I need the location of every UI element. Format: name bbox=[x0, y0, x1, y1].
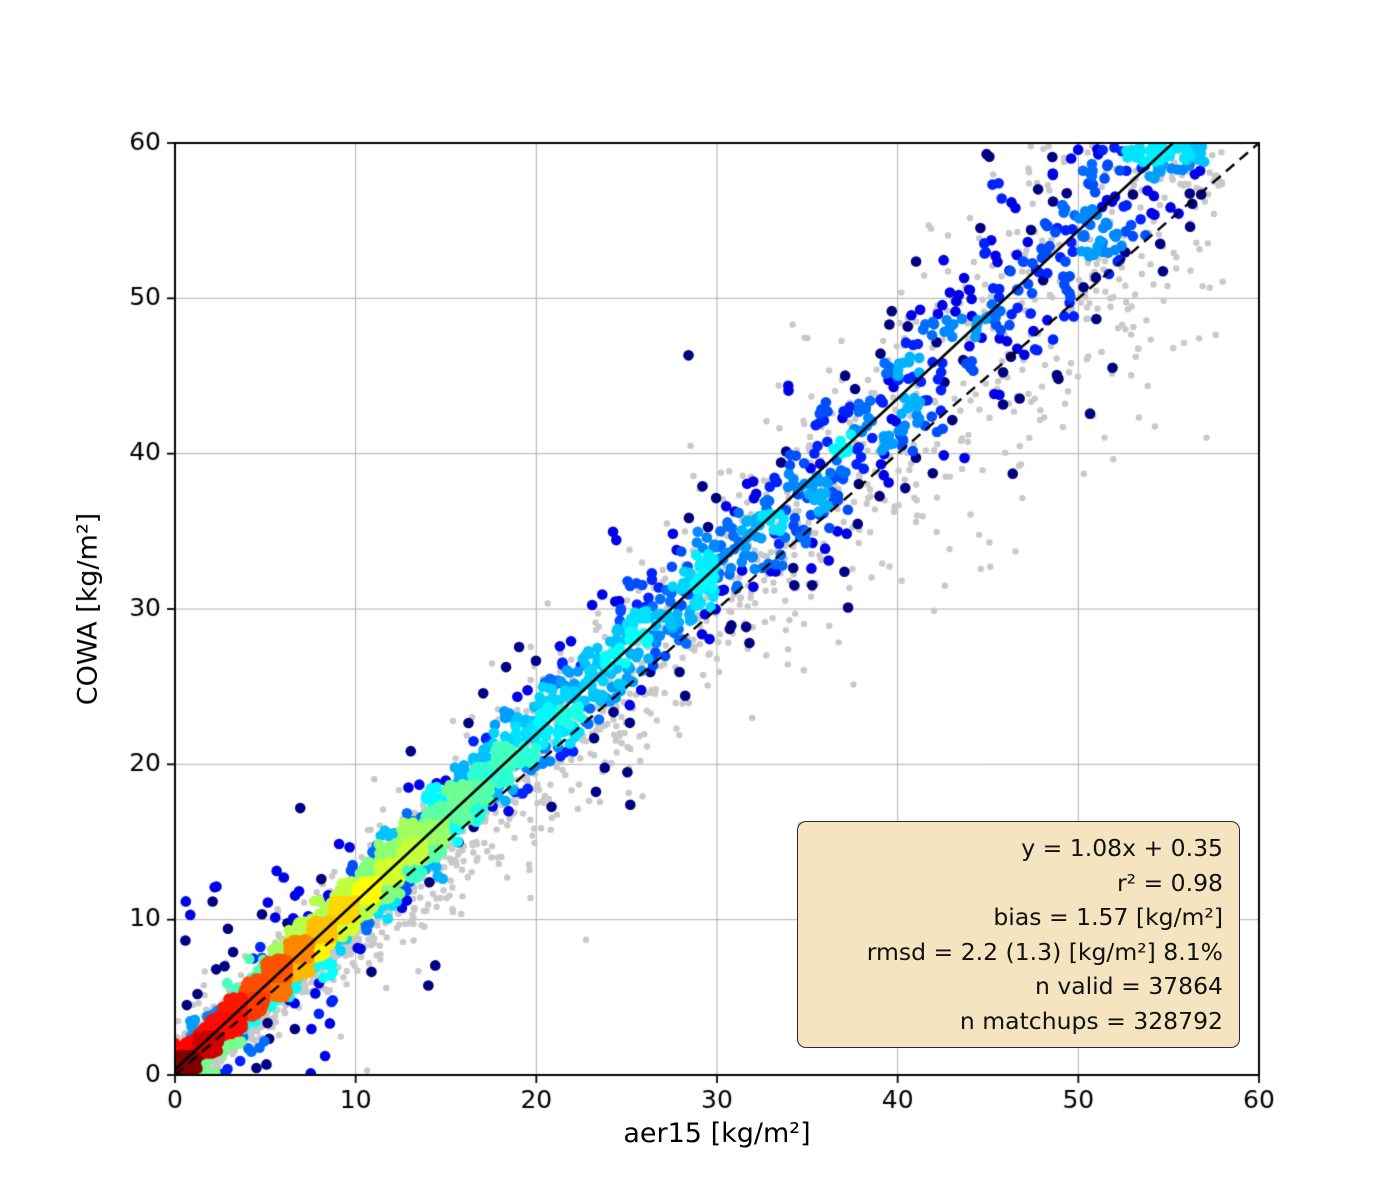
stats-box: y = 1.08x + 0.35 r² = 0.98 bias = 1.57 [… bbox=[797, 821, 1240, 1048]
stats-line-r-squared: r² = 0.98 bbox=[1116, 868, 1223, 897]
stats-line-rmsd: rmsd = 2.2 (1.3) [kg/m²] 8.1% bbox=[866, 937, 1223, 966]
y-axis-label: COWA [kg/m²] bbox=[72, 512, 104, 706]
stats-line-bias: bias = 1.57 [kg/m²] bbox=[993, 903, 1223, 931]
stats-line-fit-equation: y = 1.08x + 0.35 bbox=[1021, 834, 1223, 862]
x-axis-label: aer15 [kg/m²] bbox=[623, 1118, 811, 1149]
stats-line-n-valid: n valid = 37864 bbox=[1034, 972, 1223, 1000]
stats-line-n-matchups: n matchups = 328792 bbox=[959, 1006, 1223, 1035]
